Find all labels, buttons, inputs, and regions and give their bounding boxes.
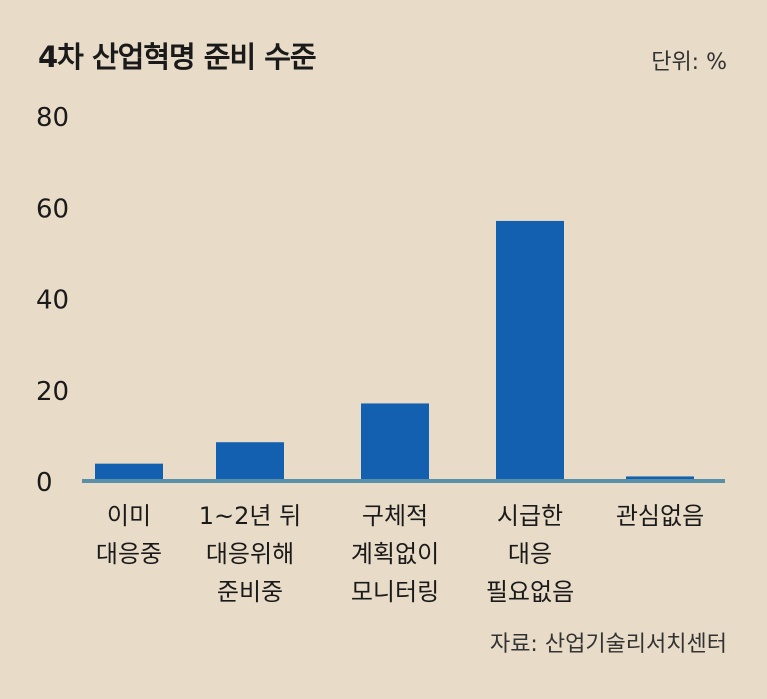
category-label: 이미 대응중 — [96, 502, 162, 568]
bar — [216, 442, 284, 481]
y-tick-label: 40 — [36, 286, 69, 316]
category-label: 1~2년 뒤 대응위해 준비중 — [199, 502, 301, 606]
bar — [626, 476, 694, 481]
y-axis-ticks: 0 20 40 60 80 — [36, 103, 69, 498]
source-label: 자료: 산업기술리서치센터 — [489, 632, 727, 657]
bar — [95, 463, 163, 481]
category-label: 관심없음 — [616, 502, 704, 530]
category-labels: 이미 대응중 1~2년 뒤 대응위해 준비중 구체적 계획없이 모니터링 시급한 대응 필요없음 관심… — [96, 502, 704, 606]
bar — [361, 403, 429, 481]
bar — [496, 220, 564, 481]
unit-label: 단위: % — [651, 50, 727, 75]
category-label: 구체적 계획없이 모니터링 — [351, 502, 439, 606]
y-tick-label: 0 — [36, 468, 53, 498]
y-tick-label: 60 — [36, 194, 69, 224]
y-tick-label: 20 — [36, 377, 69, 407]
bars — [95, 220, 694, 481]
category-label: 시급한 대응 필요없음 — [486, 502, 574, 606]
chart-title: 4차 산업혁명 준비 수준 — [38, 40, 317, 74]
y-tick-label: 80 — [36, 103, 69, 133]
